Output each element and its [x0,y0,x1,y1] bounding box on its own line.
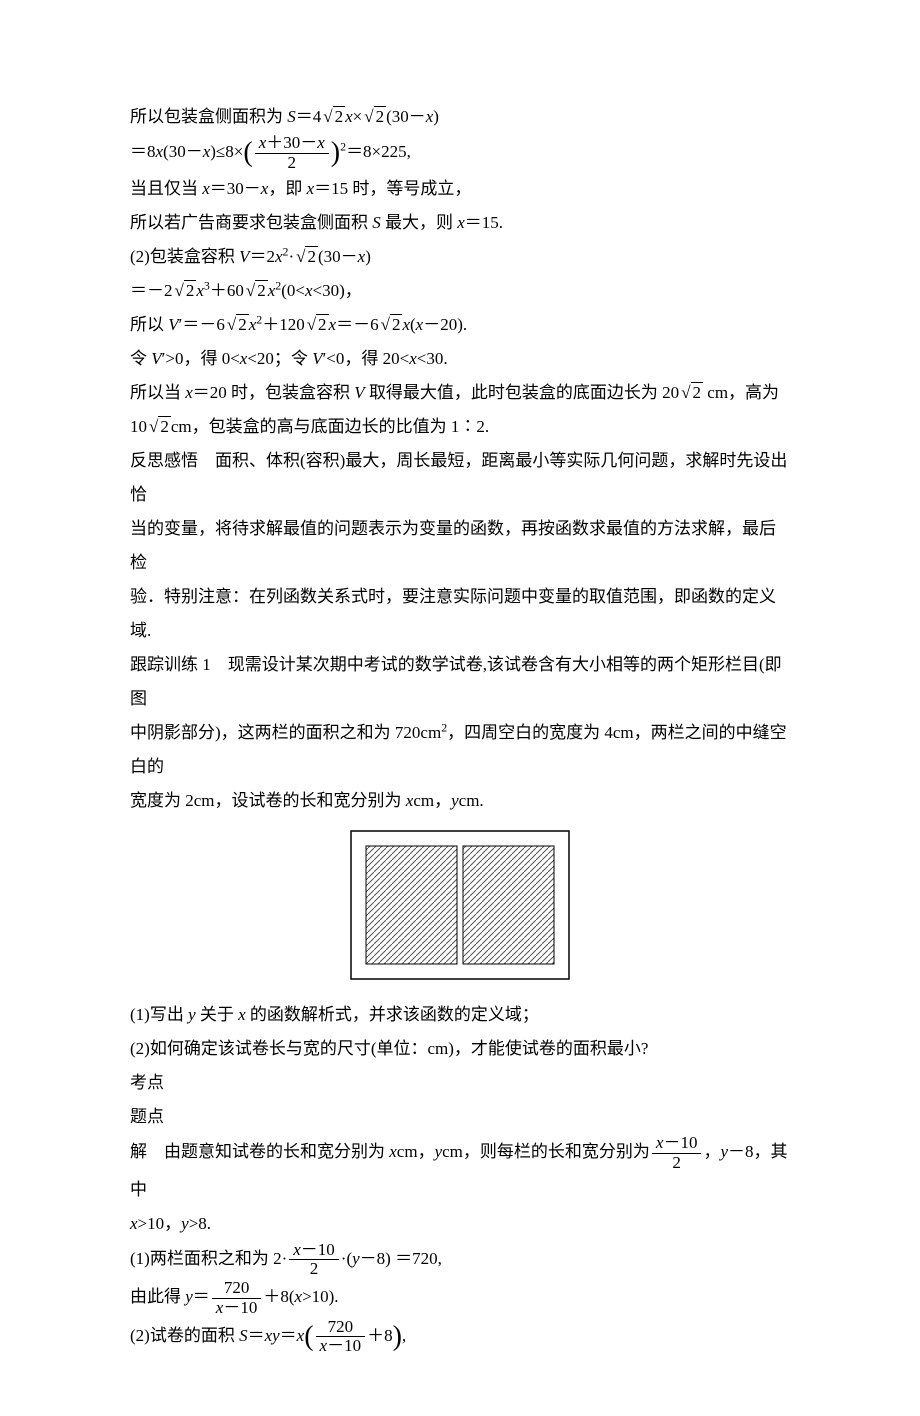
line-09: 所以当 x＝20 时，包装盒容积 V 取得最大值，此时包装盒的底面边长为 202… [130,376,790,410]
line-16: 宽度为 2cm，设试卷的长和宽分别为 xcm，ycm. [130,784,790,818]
line-17: (1)写出 y 关于 x 的函数解析式，并求该函数的定义域； [130,998,790,1032]
line-07: 所以 V′＝－62x2＋1202x＝－62x(x－20). [130,308,790,342]
line-12: 当的变量，将待求解最值的问题表示为变量的函数，再按函数求最值的方法求解，最后检 [130,512,790,580]
line-10: 102cm，包装盒的高与底面边长的比值为 1∶2. [130,410,790,444]
line-02: ＝8x(30－x)≤8×(x＋30－x2)2＝8×225, [130,134,790,172]
line-25: (2)试卷的面积 S＝xy＝x(720x－10＋8), [130,1318,790,1356]
line-11: 反思感悟 面积、体积(容积)最大，周长最短，距离最小等实际几何问题，求解时先设出… [130,444,790,512]
line-15: 中阴影部分)，这两栏的面积之和为 720cm2，四周空白的宽度为 4cm，两栏之… [130,716,790,784]
line-22: x>10，y>8. [130,1207,790,1241]
line-21: 解 由题意知试卷的长和宽分别为 xcm，ycm，则每栏的长和宽分别为x－102，… [130,1134,790,1206]
line-14: 跟踪训练 1 现需设计某次期中考试的数学试卷,该试卷含有大小相等的两个矩形栏目(… [130,648,790,716]
line-06: ＝－22x3＋602x2(0<x<30)， [130,274,790,308]
line-05: (2)包装盒容积 V＝2x2·2(30－x) [130,240,790,274]
line-18: (2)如何确定该试卷长与宽的尺寸(单位：cm)，才能使试卷的面积最小? [130,1032,790,1066]
line-08: 令 V′>0，得 0<x<20；令 V′<0，得 20<x<30. [130,342,790,376]
line-20: 题点 [130,1100,790,1134]
two-column-diagram [130,830,790,992]
line-24: 由此得 y＝720x－10＋8(x>10). [130,1279,790,1317]
line-13: 验．特别注意：在列函数关系式时，要注意实际问题中变量的取值范围，即函数的定义域. [130,580,790,648]
line-01: 所以包装盒侧面积为 S＝42x×2(30－x) [130,100,790,134]
line-04: 所以若广告商要求包装盒侧面积 S 最大，则 x＝15. [130,206,790,240]
line-03: 当且仅当 x＝30－x，即 x＝15 时，等号成立， [130,172,790,206]
line-19: 考点 [130,1066,790,1100]
line-23: (1)两栏面积之和为 2·x－102·(y－8) ＝720, [130,1241,790,1279]
